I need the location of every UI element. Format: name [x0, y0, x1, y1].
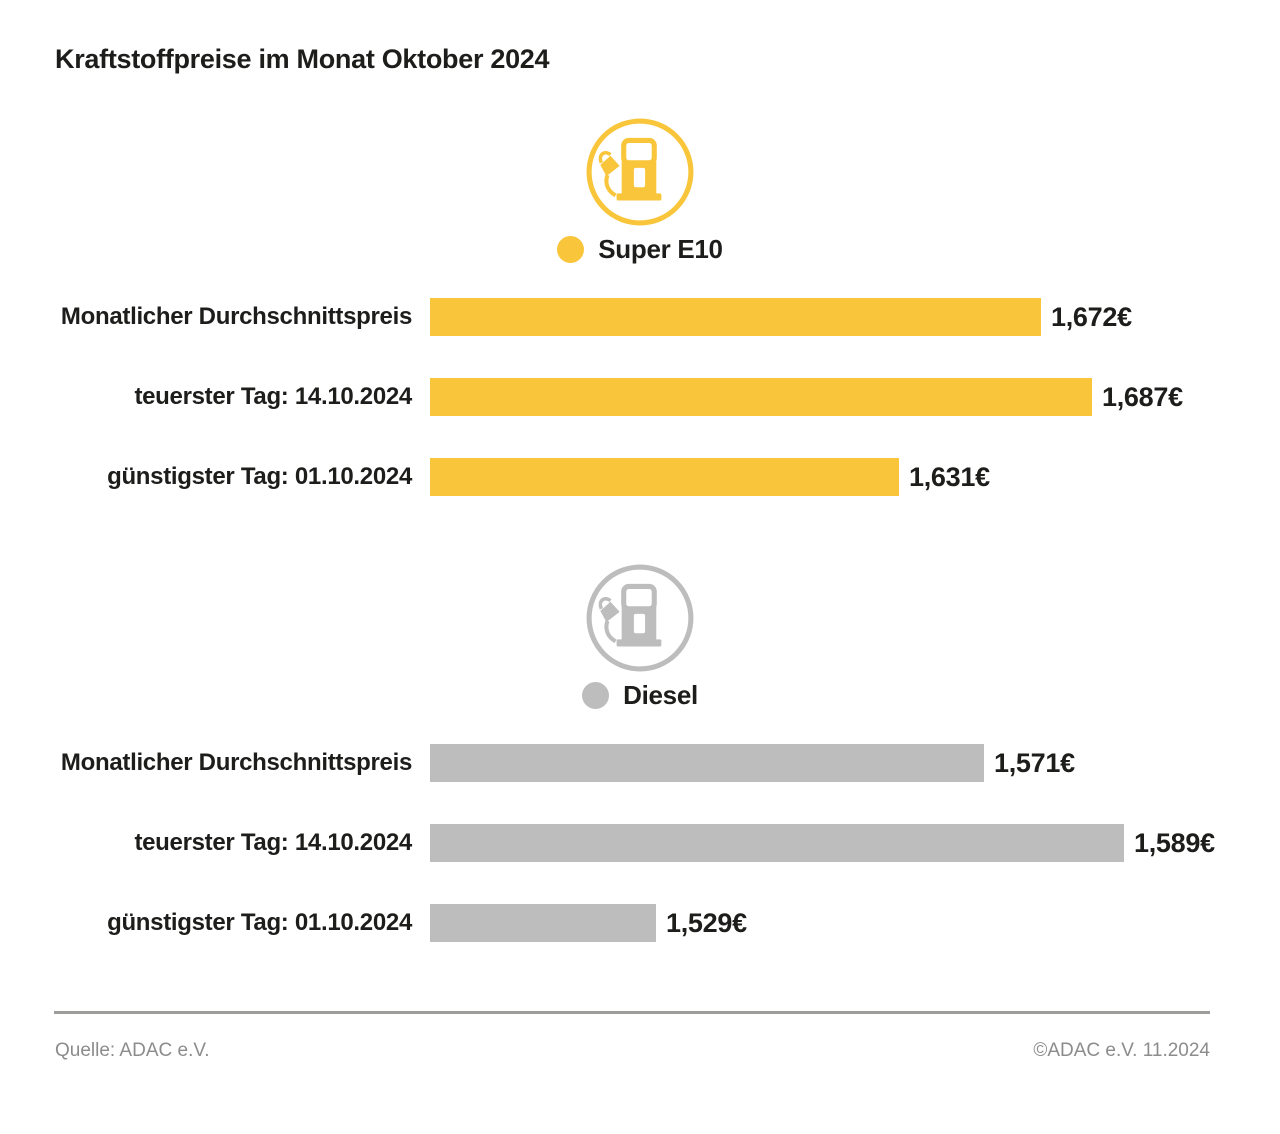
bar-super-e10-most-expensive [430, 378, 1092, 416]
bar-row: günstigster Tag: 01.10.2024 1,529€ [0, 904, 1280, 942]
value-label: 1,589€ [1134, 827, 1215, 858]
page-title: Kraftstoffpreise im Monat Oktober 2024 [55, 44, 550, 74]
legend-dot-super-e10 [557, 235, 585, 263]
category-label: günstigster Tag: 01.10.2024 [107, 463, 412, 490]
legend-super-e10: Super E10 [0, 234, 1280, 264]
legend-dot-diesel [582, 681, 610, 709]
category-label: Monatlicher Durchschnittspreis [60, 749, 412, 776]
value-label: 1,631€ [909, 461, 990, 492]
footer-source: Quelle: ADAC e.V. [55, 1040, 210, 1061]
section-super-e10: Super E10 Monatlicher Durchschnittspreis… [0, 116, 1280, 496]
bar-super-e10-average [430, 298, 1041, 336]
fuel-pump-icon [584, 116, 696, 228]
section-diesel: Diesel Monatlicher Durchschnittspreis 1,… [0, 562, 1280, 942]
legend-label-diesel: Diesel [623, 679, 698, 710]
value-label: 1,687€ [1102, 381, 1183, 412]
bar-row: günstigster Tag: 01.10.2024 1,631€ [0, 458, 1280, 496]
bar-row: Monatlicher Durchschnittspreis 1,571€ [0, 744, 1280, 782]
value-label: 1,571€ [994, 747, 1075, 778]
value-label: 1,529€ [666, 907, 747, 938]
bar-row: teuerster Tag: 14.10.2024 1,589€ [0, 824, 1280, 862]
category-label: Monatlicher Durchschnittspreis [60, 303, 412, 330]
category-label: teuerster Tag: 14.10.2024 [134, 829, 412, 856]
bar-super-e10-cheapest [430, 458, 899, 496]
fuel-pump-icon [584, 562, 696, 674]
category-label: günstigster Tag: 01.10.2024 [107, 909, 412, 936]
bar-diesel-cheapest [430, 904, 656, 942]
bar-row: teuerster Tag: 14.10.2024 1,687€ [0, 378, 1280, 416]
legend-label-super-e10: Super E10 [598, 233, 723, 264]
legend-diesel: Diesel [0, 680, 1280, 710]
category-label: teuerster Tag: 14.10.2024 [134, 383, 412, 410]
footer-divider [54, 1011, 1210, 1014]
footer-copyright: ©ADAC e.V. 11.2024 [1033, 1040, 1210, 1061]
value-label: 1,672€ [1051, 301, 1132, 332]
bar-rows-diesel: Monatlicher Durchschnittspreis 1,571€ te… [0, 744, 1280, 942]
bar-diesel-most-expensive [430, 824, 1124, 862]
bar-rows-super-e10: Monatlicher Durchschnittspreis 1,672€ te… [0, 298, 1280, 496]
bar-diesel-average [430, 744, 984, 782]
bar-row: Monatlicher Durchschnittspreis 1,672€ [0, 298, 1280, 336]
